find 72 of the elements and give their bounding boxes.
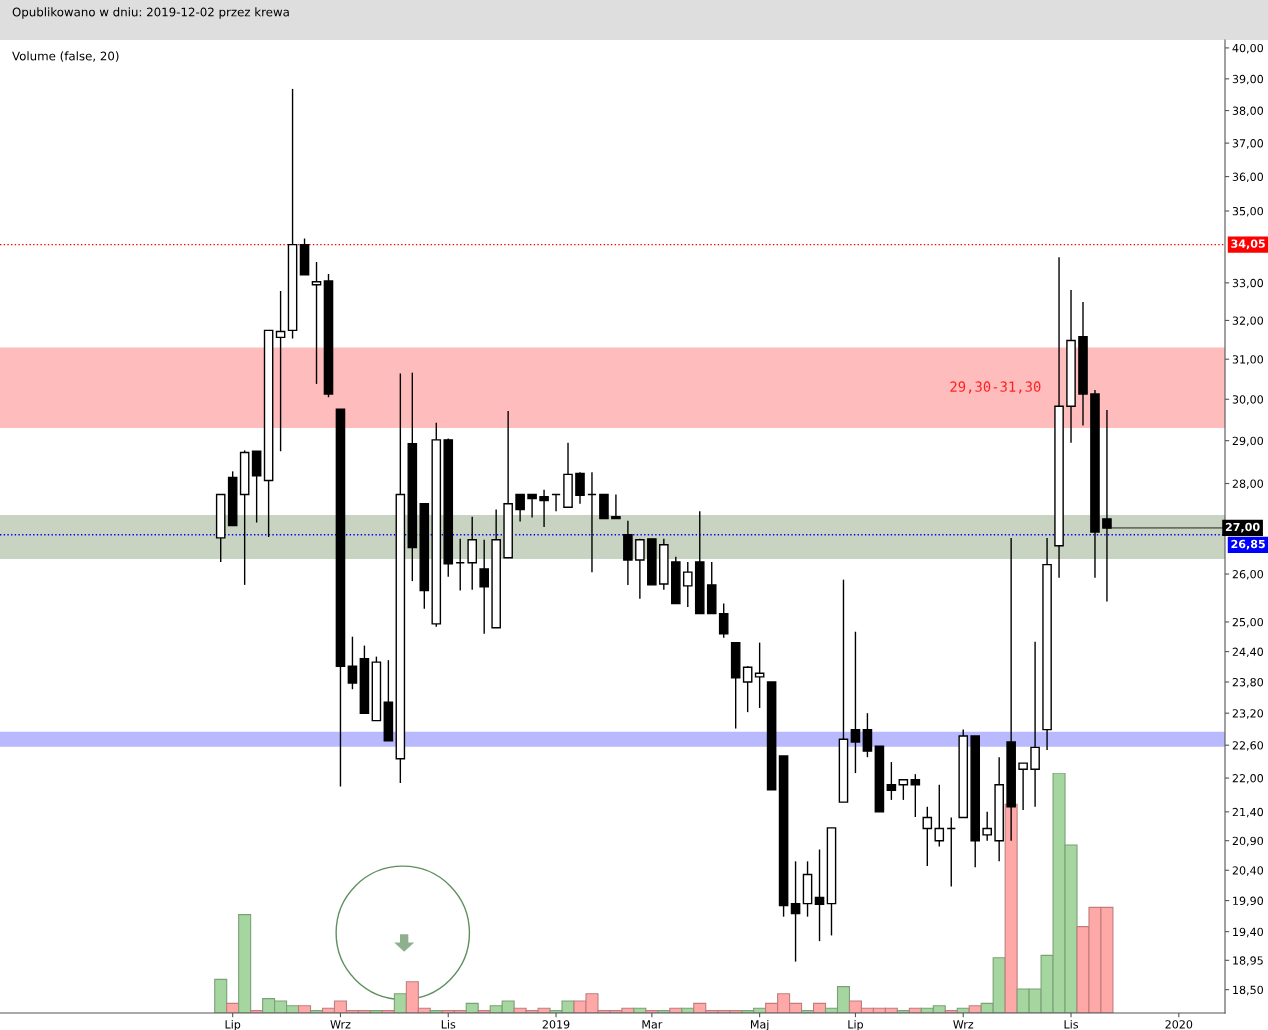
x-tick-label: Mar: [642, 1020, 663, 1029]
candlestick: [527, 493, 537, 519]
bar: [238, 914, 252, 1013]
y-tick-label: 18,95: [1233, 956, 1263, 966]
x-tick-label: Lip: [225, 1019, 241, 1030]
y-tick-label: 37,00: [1232, 139, 1264, 149]
y-tick-label: 40,00: [1232, 43, 1264, 54]
candlestick: [886, 761, 897, 801]
x-tick-label: Wrz: [953, 1020, 974, 1029]
y-tick-label: 24,40: [1232, 647, 1264, 658]
candlestick: [718, 602, 729, 639]
candlestick: [539, 488, 549, 528]
candlestick: [982, 811, 992, 842]
candlestick: [910, 773, 921, 818]
candlestick: [814, 848, 825, 942]
y-tick-label: 29,00: [1232, 436, 1264, 447]
y-tick-label: 31,00: [1232, 355, 1264, 365]
y-tick-label: 22,60: [1232, 741, 1264, 751]
candlestick: [754, 641, 765, 709]
y-tick-label: 25,00: [1232, 617, 1264, 628]
candlestick: [275, 290, 286, 452]
candlestick: [347, 635, 358, 690]
y-tick-label: 20,40: [1232, 866, 1264, 876]
y-tick-label: 23,80: [1232, 677, 1264, 688]
candlestick: [934, 784, 945, 848]
candlestick: [467, 515, 478, 591]
candlestick: [515, 493, 525, 523]
candlestick: [311, 261, 322, 385]
ref-line-label: 26,85: [1231, 539, 1265, 550]
y-tick-label: 28,00: [1232, 479, 1264, 490]
annotation: Volume (false, 20): [12, 51, 119, 62]
y-tick-label: 21,40: [1232, 807, 1264, 818]
x-tick-label: Wrz: [330, 1020, 351, 1029]
candlestick: [1030, 640, 1040, 808]
y-tick-label: 39,00: [1232, 74, 1264, 85]
candlestick: [742, 665, 753, 713]
y-tick-label: 23,20: [1232, 709, 1264, 719]
annotation: 27,00: [1225, 522, 1260, 533]
y-tick-label: 35,00: [1232, 206, 1264, 217]
y-tick-label: 38,00: [1232, 106, 1264, 117]
y-tick-label: 32,00: [1232, 316, 1264, 326]
candlestick: [611, 493, 621, 520]
candlestick: [635, 538, 645, 600]
text: Opublikowano w dniu: 2019-12-02 przez krewa: [12, 7, 289, 19]
y-tick-label: 30,00: [1232, 395, 1264, 405]
x-tick-label: Maj: [750, 1019, 769, 1030]
x-tick-label: 2020: [1165, 1020, 1193, 1029]
candlestick: [898, 779, 909, 801]
band-label: 29,30-31,30: [950, 381, 1041, 394]
y-tick-label: 19,40: [1233, 927, 1264, 938]
candlestick: [682, 561, 693, 608]
x-tick-label: Lis: [441, 1019, 456, 1029]
y-tick-label: 22,00: [1232, 774, 1264, 784]
y-tick-label: 36,00: [1232, 172, 1264, 183]
bar: [214, 978, 228, 1013]
candlestick: [850, 631, 861, 774]
ref-line-label: 34,05: [1231, 239, 1265, 250]
y-tick-label: 19,90: [1233, 896, 1264, 907]
x-tick-label: Lis: [1064, 1019, 1079, 1029]
y-tick-label: 26,00: [1232, 570, 1264, 580]
candlestick: [479, 539, 489, 635]
x-tick-label: 2019: [542, 1020, 570, 1029]
y-tick-label: 20,90: [1232, 836, 1264, 847]
y-tick-label: 33,00: [1232, 278, 1264, 289]
candlestick: [790, 860, 801, 963]
candlestick: [1018, 762, 1028, 811]
candlestick: [599, 493, 609, 520]
candlestick: [922, 806, 933, 867]
y-tick-label: 18,50: [1233, 985, 1264, 996]
x-tick-label: Lip: [848, 1019, 863, 1030]
candlestick: [862, 712, 873, 758]
candlestick: [575, 471, 585, 505]
